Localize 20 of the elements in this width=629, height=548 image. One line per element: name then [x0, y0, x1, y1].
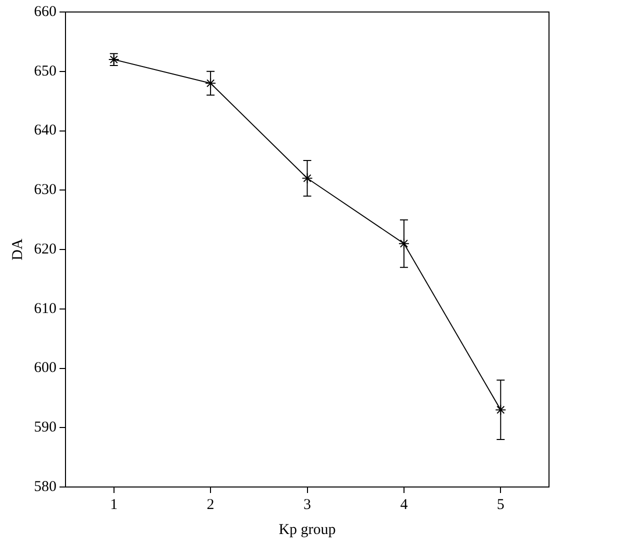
- point: [495, 404, 506, 416]
- y-tick-label: 600: [34, 360, 56, 376]
- y-tick-label: 650: [34, 63, 56, 80]
- y-tick-label: 660: [34, 4, 56, 20]
- x-tick-label: 3: [304, 496, 311, 513]
- point: [398, 238, 410, 250]
- point: [302, 172, 313, 184]
- point: [205, 78, 216, 89]
- y-tick-label: 580: [34, 478, 56, 495]
- x-tick-label: 5: [496, 496, 504, 513]
- x-tick-label: 2: [206, 496, 214, 513]
- y-tick-label: 590: [34, 420, 56, 436]
- x-tick-label: 1: [110, 496, 118, 513]
- y-tick-label: 630: [34, 182, 56, 198]
- y-axis-title: DA: [10, 238, 26, 260]
- x-tick-label: 4: [400, 496, 408, 513]
- y-tick-label: 640: [34, 122, 56, 139]
- y-tick-label: 620: [34, 241, 56, 258]
- y-tick-label: 610: [34, 300, 56, 317]
- x-axis-title: Kp group: [278, 522, 336, 538]
